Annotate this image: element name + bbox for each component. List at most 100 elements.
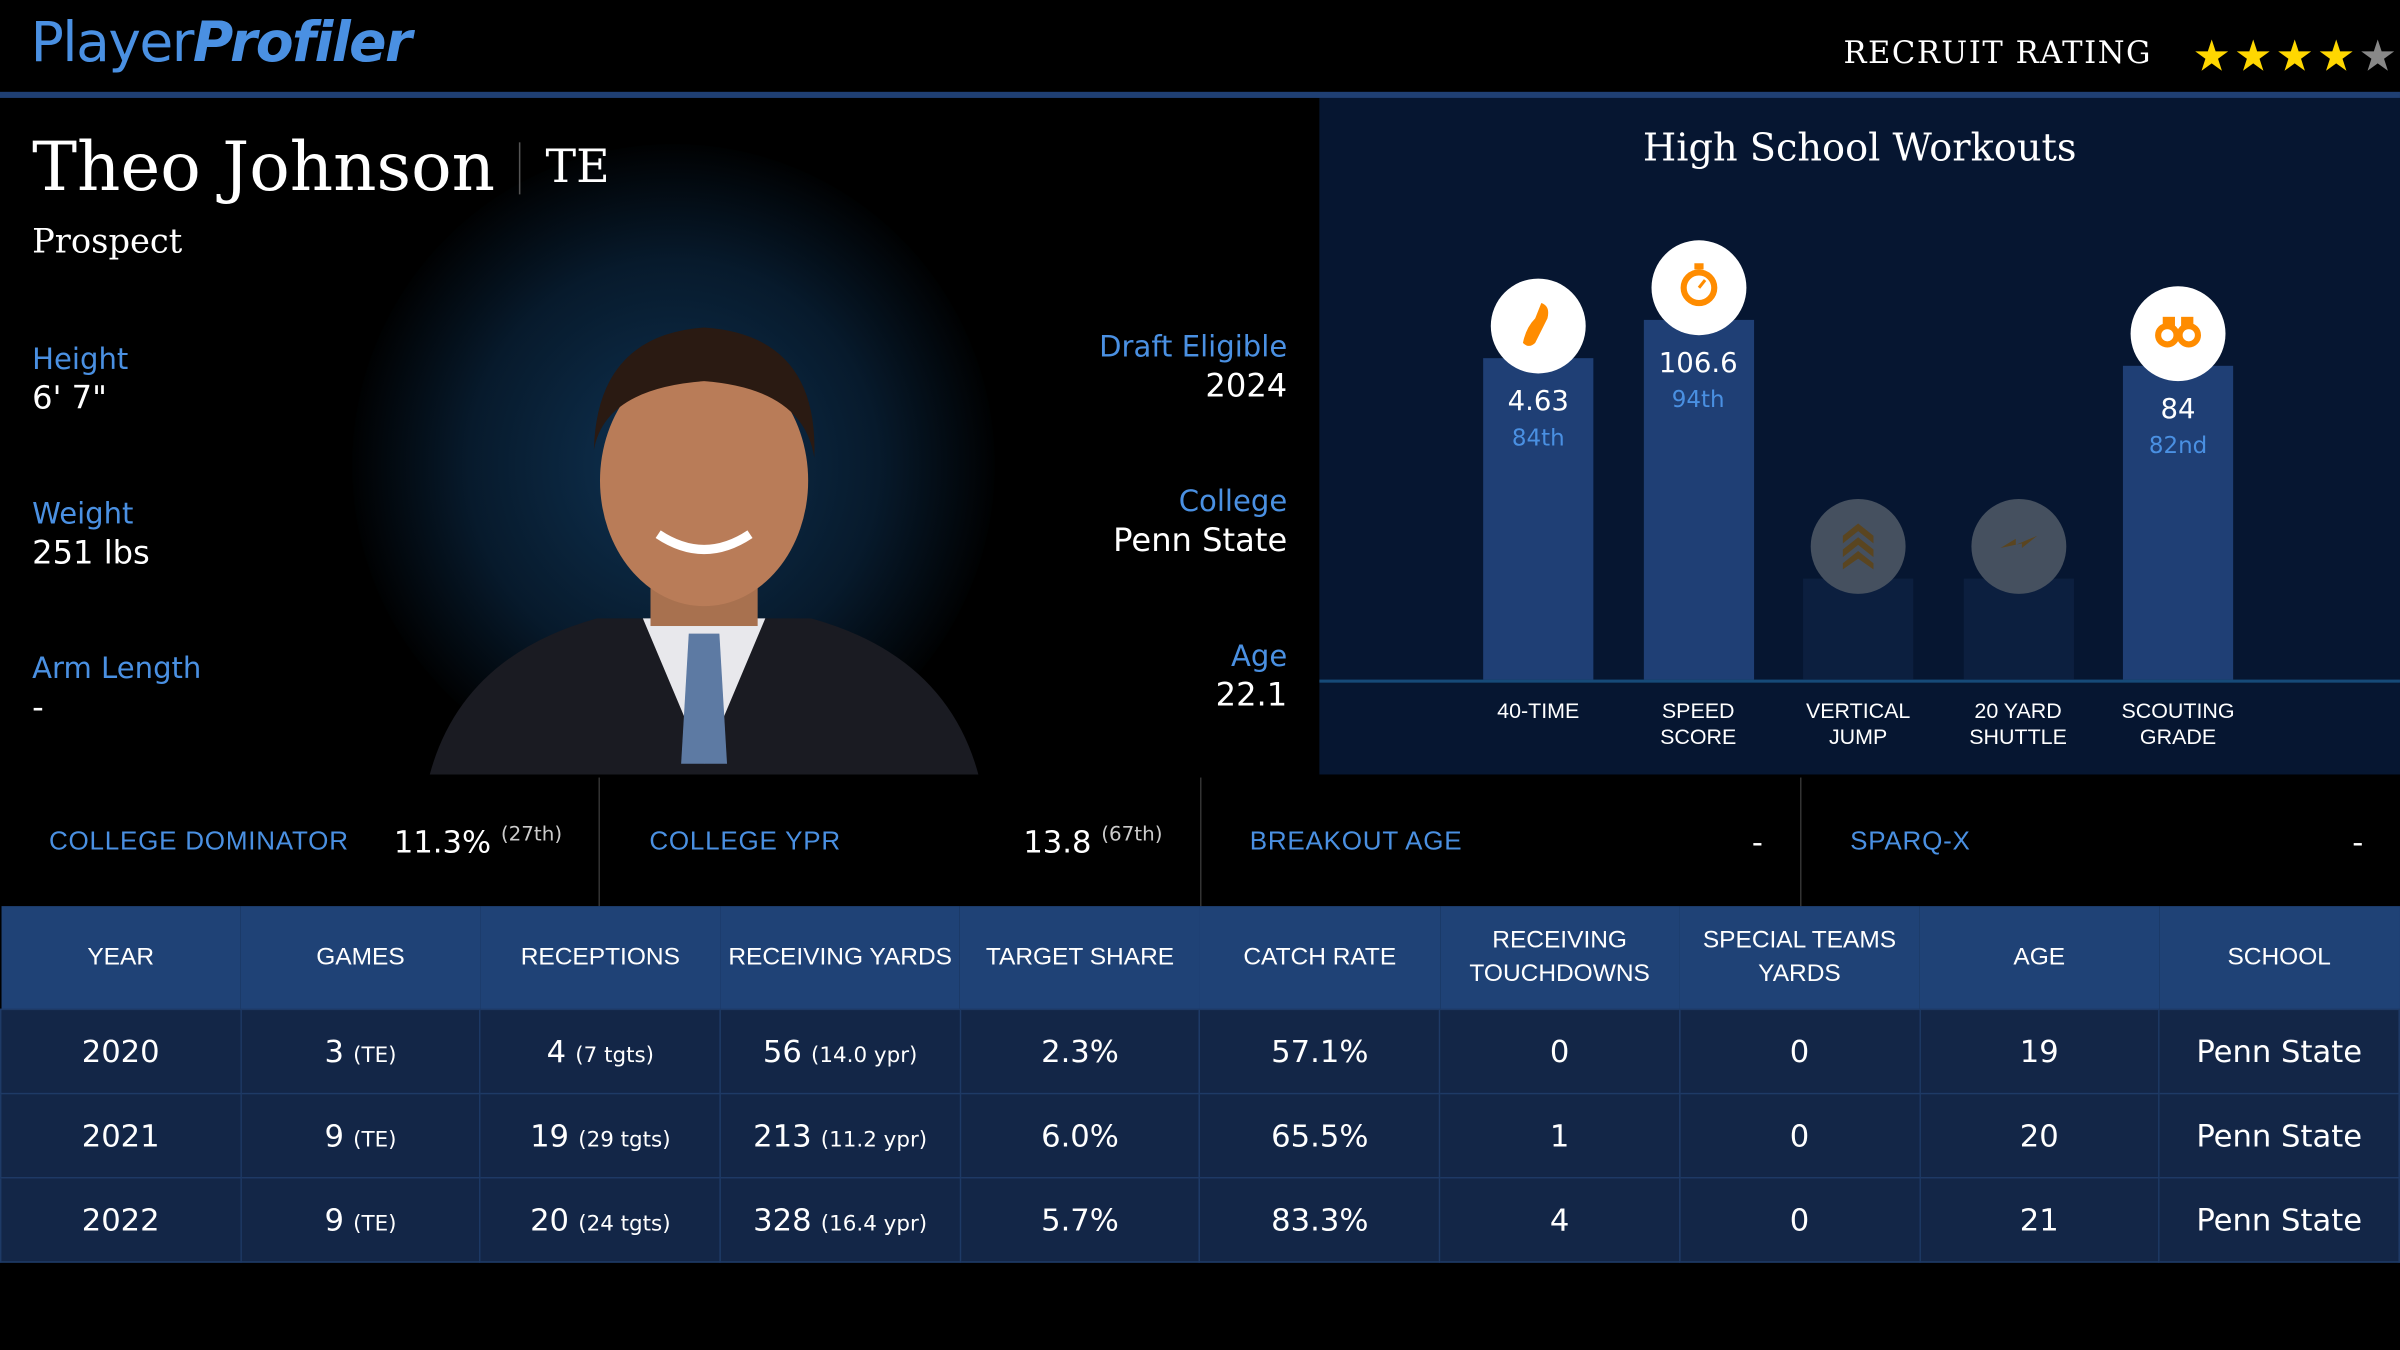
column-header[interactable]: RECEPTIONS <box>480 906 721 1010</box>
field-value: 6' 7" <box>32 379 107 417</box>
draft-eligible-field: Draft Eligible 2024 <box>1099 331 1287 404</box>
chevrons-up-icon <box>1842 523 1874 570</box>
table-cell: 2022 <box>0 1177 242 1263</box>
star-filled-icon: ★ <box>2234 30 2276 82</box>
cell-value: 20 <box>2019 1117 2059 1155</box>
cell-value: 19 <box>530 1117 570 1155</box>
workout-label-line: SHUTTLE <box>1969 723 2067 749</box>
field-value: 22.1 <box>1215 676 1288 714</box>
stat-value: 11.3% (27th) <box>394 823 562 860</box>
stat-value-number: - <box>1751 823 1763 861</box>
column-header-line: TARGET SHARE <box>985 943 1175 970</box>
column-header[interactable]: SPECIAL TEAMS YARDS <box>1679 906 1920 1010</box>
workout-label-line: VERTICAL <box>1805 697 1911 723</box>
cell-value: Penn State <box>2196 1201 2363 1239</box>
cell-value: 6.0% <box>1041 1117 1119 1155</box>
stat-value: - <box>2352 823 2363 860</box>
stat-label: COLLEGE YPR <box>649 826 841 856</box>
cell-detail: (29 tgts) <box>578 1128 671 1153</box>
table-cell: 56 (14.0 ypr) <box>719 1008 961 1095</box>
table-cell: 5.7% <box>959 1177 1201 1263</box>
logo-text-profiler: Profiler <box>192 12 412 75</box>
workout-bar <box>2122 365 2234 680</box>
arm-length-field: Arm Length - <box>32 652 201 725</box>
workout-label-line: SPEED <box>1661 697 1735 723</box>
field-value: 2024 <box>1205 367 1288 405</box>
column-header-line: RECEIVING YARDS <box>728 943 952 970</box>
workout-bar <box>1643 319 1754 680</box>
workout-percentile: 82nd <box>2148 431 2208 460</box>
column-header[interactable]: SCHOOL <box>2159 906 2400 1010</box>
header-divider <box>0 91 2400 98</box>
logo-text-player: Player <box>30 12 195 75</box>
column-header-line: RECEIVING <box>1492 926 1627 953</box>
column-header[interactable]: GAMES <box>240 906 481 1010</box>
cell-detail: (TE) <box>353 1043 397 1069</box>
column-header[interactable]: CATCH RATE <box>1199 906 1440 1010</box>
player-status: Prospect <box>32 223 183 262</box>
cell-value: Penn State <box>2196 1117 2363 1155</box>
cell-value: 4 <box>1549 1201 1570 1239</box>
workout-label: 40-TIME <box>1462 698 1615 724</box>
table-cell: 0 <box>1678 1008 1921 1095</box>
workout-label-line: GRADE <box>2139 723 2217 749</box>
table-cell: 83.3% <box>1199 1177 1441 1263</box>
cell-detail: (TE) <box>353 1212 397 1237</box>
logo[interactable]: PlayerProfiler <box>30 12 413 75</box>
column-header[interactable]: AGE <box>1919 906 2160 1010</box>
cell-value: 2.3% <box>1041 1033 1119 1070</box>
table-cell: 19 <box>1918 1008 2160 1095</box>
workout-label: SCOUTING GRADE <box>2102 698 2255 750</box>
age-field: Age 22.1 <box>1216 640 1288 713</box>
workout-label: VERTICAL JUMP <box>1782 698 1935 750</box>
workout-icon-circle <box>2130 286 2226 382</box>
workout-value: 84 <box>2160 393 2196 426</box>
stat-value: - <box>1752 823 1763 860</box>
column-header-line: TOUCHDOWNS <box>1469 960 1650 987</box>
table-cell: 0 <box>1678 1092 1921 1179</box>
stat-value-number: - <box>2352 823 2364 861</box>
table-cell: 4 (7 tgts) <box>479 1008 722 1095</box>
workout-icon-circle <box>1650 240 1746 336</box>
table-cell: 213 (11.2 ypr) <box>719 1092 961 1179</box>
table-cell: 0 <box>1438 1008 1681 1095</box>
cell-value: 0 <box>1789 1033 1810 1070</box>
field-value: Penn State <box>1113 521 1288 559</box>
workout-label-line: 40-TIME <box>1497 697 1580 723</box>
table-cell: 20 <box>1918 1092 2160 1179</box>
workout-icon-circle <box>1490 278 1586 374</box>
cell-value: 9 <box>324 1117 344 1155</box>
column-header[interactable]: YEAR <box>0 906 241 1010</box>
star-filled-icon: ★ <box>2275 30 2317 82</box>
college-stats-table: YEAR GAMES RECEPTIONS RECEIVING YARDS TARGET… <box>0 906 2400 1263</box>
column-header[interactable]: RECEIVING YARDS <box>720 906 961 1010</box>
table-header-row: YEAR GAMES RECEPTIONS RECEIVING YARDS TARGET… <box>0 906 2400 1010</box>
table-cell: 328 (16.4 ypr) <box>719 1177 961 1263</box>
column-header[interactable]: TARGET SHARE <box>960 906 1200 1010</box>
cell-value: 2021 <box>81 1117 160 1155</box>
stat-breakout-age: BREAKOUT AGE - <box>1201 777 1802 907</box>
field-label: Height <box>32 342 129 377</box>
field-value: - <box>32 688 44 726</box>
column-header-line: YEAR <box>87 943 155 970</box>
column-header[interactable]: RECEIVING TOUCHDOWNS <box>1439 906 1680 1010</box>
cell-value: 0 <box>1789 1201 1810 1239</box>
player-name: Theo Johnson <box>32 128 496 207</box>
field-label: Age <box>1230 639 1288 674</box>
star-filled-icon: ★ <box>2316 30 2359 82</box>
table-cell: Penn State <box>2158 1008 2400 1095</box>
cell-detail: (11.2 ypr) <box>820 1128 928 1153</box>
workout-label-line: SCOUTING <box>2121 697 2235 723</box>
workout-label-line: JUMP <box>1828 723 1888 749</box>
stat-label: BREAKOUT AGE <box>1249 826 1463 856</box>
stat-college-ypr: COLLEGE YPR 13.8 (67th) <box>600 777 1201 907</box>
table-cell: Penn State <box>2158 1177 2400 1263</box>
cell-value: 83.3% <box>1271 1201 1369 1239</box>
table-cell: 9 (TE) <box>239 1177 482 1263</box>
table-row: 2020 3 (TE) 4 (7 tgts) 56 (14.0 ypr) 2.3% 57.1% 0… <box>0 1008 2400 1095</box>
cell-value: 9 <box>324 1201 344 1239</box>
player-name-row: Theo Johnson TE <box>32 129 610 209</box>
field-value: 251 lbs <box>32 534 150 571</box>
table-cell: 0 <box>1678 1177 1921 1263</box>
stat-rank: (27th) <box>500 823 563 847</box>
